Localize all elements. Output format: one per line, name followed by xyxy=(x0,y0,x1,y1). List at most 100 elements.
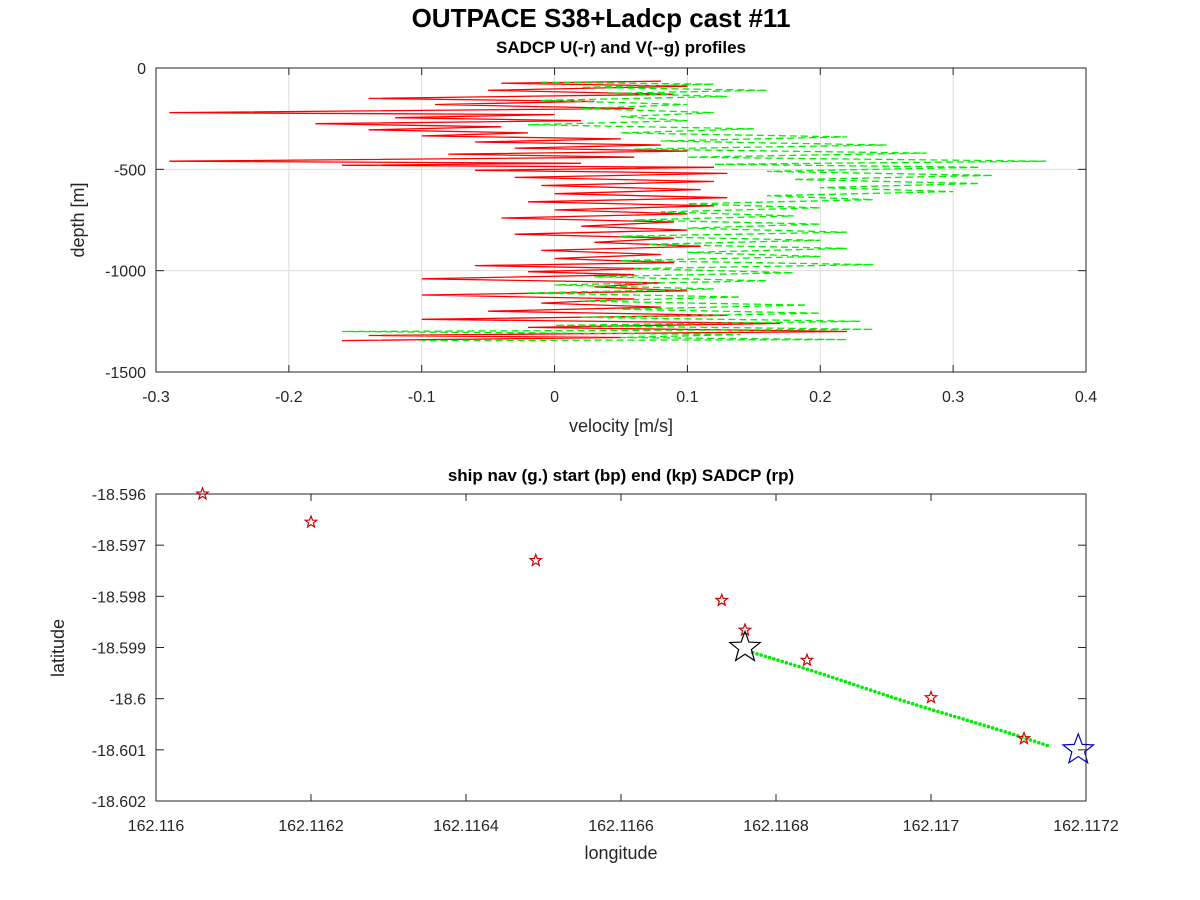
ship-nav-point xyxy=(910,702,915,706)
end-point-star xyxy=(728,629,762,662)
chart2-y-label: latitude xyxy=(48,619,68,677)
ship-nav-point xyxy=(759,653,763,657)
chart2-series xyxy=(195,486,1096,765)
ship-nav-point xyxy=(948,713,953,718)
ship-nav-point xyxy=(1011,732,1016,737)
ship-nav-point xyxy=(772,657,776,661)
ship-nav-point xyxy=(986,724,991,729)
chart1-x-tick-label: -0.1 xyxy=(408,389,436,406)
ship-nav-point xyxy=(873,689,877,694)
ship-nav-point xyxy=(931,708,936,712)
ship-nav-point xyxy=(784,660,789,665)
chart1-x-tick-label: 0.1 xyxy=(676,389,698,406)
chart1-series xyxy=(169,80,1047,342)
ship-nav-point xyxy=(1028,738,1033,742)
chart1-y-ticks: 0 -500 -1000 -1500 xyxy=(105,61,1086,382)
ship-nav-point xyxy=(885,693,890,698)
ship-nav-point xyxy=(1045,743,1050,748)
chart1-x-tick-label: -0.2 xyxy=(275,389,303,406)
ship-nav-point xyxy=(843,679,848,684)
ship-nav-point xyxy=(814,670,818,674)
start-point-star xyxy=(1061,732,1096,765)
ship-nav-point xyxy=(801,666,805,670)
chart2-y-tick-label: -18.598 xyxy=(92,589,146,606)
chart1-y-tick-label: -500 xyxy=(114,162,146,179)
ship-nav-point xyxy=(851,682,856,687)
chart1-x-ticks: -0.3 -0.2 -0.1 0 0.1 0.2 0.3 0.4 xyxy=(142,68,1097,406)
chart2-y-tick-label: -18.6 xyxy=(110,692,147,709)
chart2-frame xyxy=(155,493,1087,802)
chart1-x-tick-label: 0.2 xyxy=(809,389,831,406)
ship-nav-chart: ship nav (g.) start (bp) end (kp) SADCP … xyxy=(48,466,1119,863)
ship-nav-point xyxy=(868,688,873,692)
sadcp-point xyxy=(303,514,319,529)
ship-nav-point xyxy=(915,703,919,707)
chart1-y-tick-label: 0 xyxy=(137,61,146,78)
sadcp-point xyxy=(799,652,815,667)
ship-nav-point xyxy=(919,704,923,709)
chart2-x-tick-label: 162.1164 xyxy=(433,818,499,835)
ship-nav-point xyxy=(978,722,982,726)
ship-nav-point xyxy=(1032,739,1037,744)
ship-nav-point xyxy=(957,716,961,720)
sadcp-point xyxy=(923,689,939,704)
ship-nav-point xyxy=(1037,740,1041,745)
ship-nav-point xyxy=(952,714,957,719)
chart2-x-tick-label: 162.117 xyxy=(903,818,960,835)
ship-nav-point xyxy=(835,677,839,681)
ship-nav-point xyxy=(809,668,814,673)
chart1-x-tick-label: -0.3 xyxy=(142,389,170,406)
ship-nav-point xyxy=(763,654,768,659)
ship-nav-point xyxy=(990,726,995,730)
ship-nav-point xyxy=(1041,742,1045,746)
ship-nav-point xyxy=(818,671,822,676)
ship-nav-point xyxy=(881,692,885,697)
velocity-profile-chart: SADCP U(-r) and V(--g) profiles -0.3 -0.2… xyxy=(68,38,1097,436)
chart1-frame xyxy=(155,67,1087,373)
ship-nav-point xyxy=(898,698,902,702)
ship-nav-point xyxy=(776,658,780,662)
chart2-x-tick-label: 162.1166 xyxy=(588,818,654,835)
ship-nav-point xyxy=(889,695,894,699)
u-velocity-line xyxy=(169,80,847,342)
ship-nav-point xyxy=(940,711,944,715)
ship-nav-point xyxy=(923,705,927,710)
sadcp-point xyxy=(528,552,544,567)
ship-nav-point xyxy=(894,696,898,701)
chart2-x-tick-label: 162.1162 xyxy=(278,818,344,835)
chart2-x-tick-label: 162.1168 xyxy=(743,818,809,835)
ship-nav-point xyxy=(780,659,784,664)
ship-nav-point xyxy=(995,727,999,731)
chart1-y-tick-label: -1500 xyxy=(105,365,146,382)
ship-nav-point xyxy=(877,691,881,695)
ship-nav-point xyxy=(847,681,852,685)
chart2-x-label: longitude xyxy=(584,843,657,863)
chart2-y-tick-label: -18.602 xyxy=(92,794,146,811)
ship-nav-point xyxy=(826,674,831,678)
chart1-x-tick-label: 0 xyxy=(550,389,559,406)
ship-nav-point xyxy=(797,664,801,669)
figure-title: OUTPACE S38+Ladcp cast #11 xyxy=(412,3,791,33)
chart1-y-tick-label: -1000 xyxy=(105,264,146,281)
chart1-title: SADCP U(-r) and V(--g) profiles xyxy=(496,38,746,57)
ship-nav-point xyxy=(755,652,759,656)
ship-nav-point xyxy=(944,712,949,716)
ship-nav-point xyxy=(805,667,810,672)
ship-nav-point xyxy=(822,672,827,677)
chart2-y-tick-label: -18.601 xyxy=(92,743,146,760)
ship-nav-point xyxy=(973,721,978,725)
ship-nav-point xyxy=(856,684,860,688)
ship-nav-point xyxy=(936,709,940,714)
ship-nav-point xyxy=(927,707,932,711)
ship-nav-point xyxy=(982,723,986,728)
ship-nav-point xyxy=(965,718,970,723)
ship-nav-point xyxy=(1003,730,1007,734)
chart1-x-tick-label: 0.4 xyxy=(1075,389,1097,406)
ship-nav-point xyxy=(906,700,911,705)
ship-nav-point xyxy=(860,685,864,690)
chart2-x-tick-label: 162.116 xyxy=(128,818,185,835)
ship-nav-point xyxy=(788,662,793,666)
sadcp-point xyxy=(714,592,730,607)
v-velocity-line xyxy=(341,81,1047,342)
